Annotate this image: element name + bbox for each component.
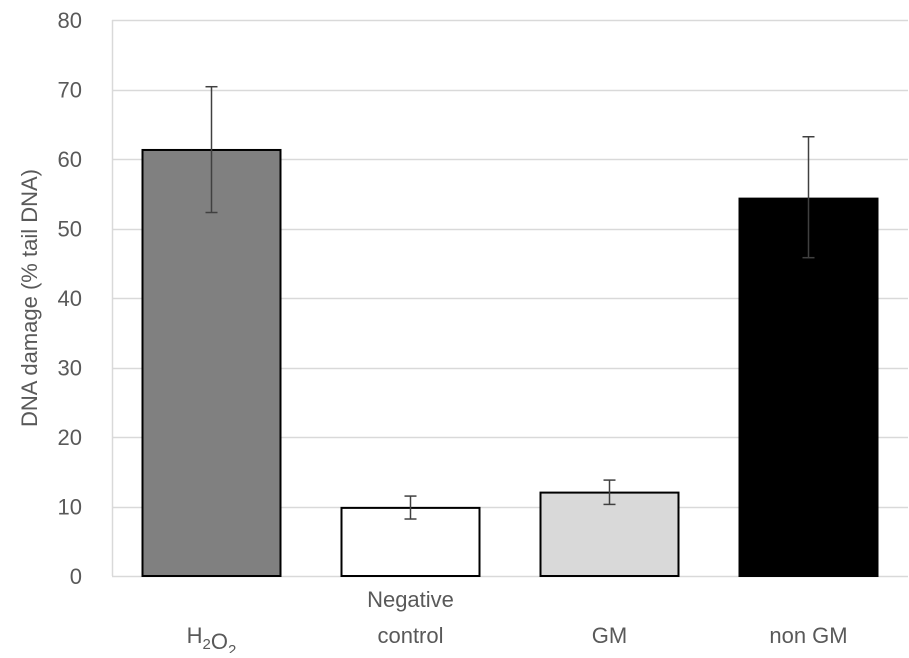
y-tick-label: 60 — [58, 147, 82, 172]
x-tick-label: Negative — [367, 587, 454, 612]
bar-non-gm — [738, 197, 879, 578]
bar-h2o2 — [141, 148, 282, 577]
error-bar-non-gm — [802, 136, 815, 259]
y-tick-label: 0 — [70, 564, 82, 589]
y-tick-label: 20 — [58, 425, 82, 450]
y-tick-label: 10 — [58, 495, 82, 520]
y-tick-label: 30 — [58, 356, 82, 381]
error-bar-gm — [603, 479, 616, 506]
x-tick-label: H2O2 — [187, 623, 237, 653]
y-axis-title: DNA damage (% tail DNA) — [17, 169, 42, 427]
x-tick-label: GM — [592, 623, 627, 648]
x-tick-label: control — [377, 623, 443, 648]
x-tick-label: non GM — [769, 623, 847, 648]
bar-gm — [539, 491, 680, 578]
error-bars — [205, 85, 815, 520]
y-tick-label: 40 — [58, 286, 82, 311]
bars — [141, 148, 879, 578]
error-bar-h2o2 — [205, 85, 218, 214]
y-tick-label: 80 — [58, 8, 82, 33]
y-tick-label: 50 — [58, 217, 82, 242]
y-axis-ticks: 0 10 20 30 40 50 60 70 80 — [58, 8, 82, 589]
y-tick-label: 70 — [58, 78, 82, 103]
error-bar-negative-control — [404, 495, 417, 520]
x-axis-labels: H2O2 Negative control GM non GM — [187, 587, 848, 658]
